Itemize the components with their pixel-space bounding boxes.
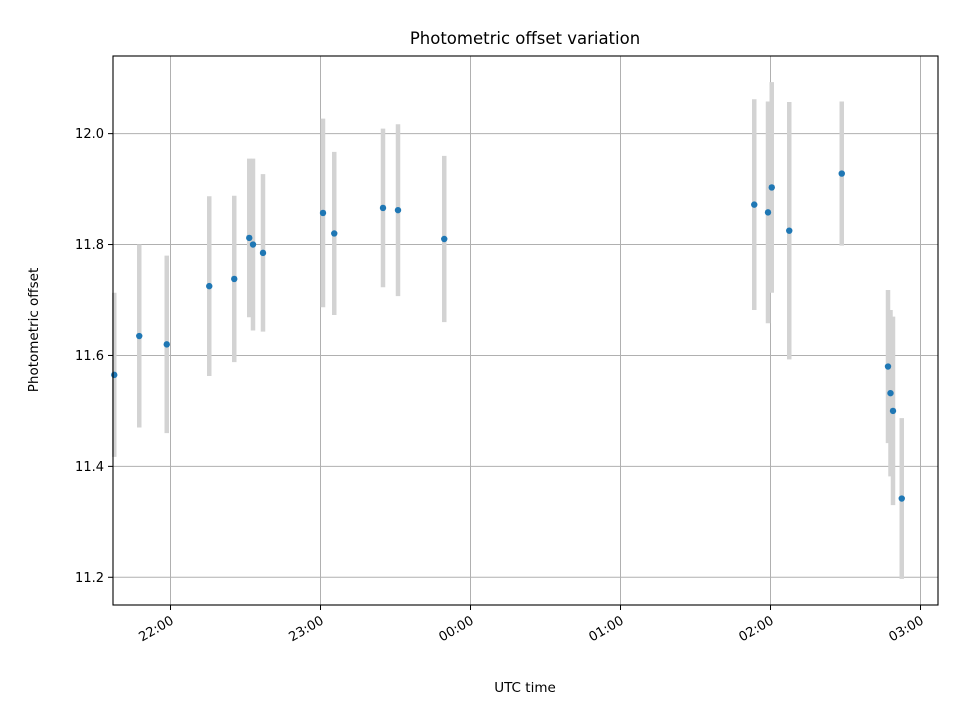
data-point [249,241,257,248]
data-point [441,235,448,243]
data-point [259,249,267,257]
data-point [379,204,387,212]
x-axis-label: UTC time [494,680,556,696]
plot-frame [112,55,939,606]
grid [113,56,938,605]
x-tick-label: 01:00 [587,613,627,645]
y-tick-label: 12.0 [75,127,104,142]
data-points [111,170,905,502]
y-axis-label: Photometric offset [26,268,42,392]
x-tick-label: 23:00 [287,613,327,645]
data-point [394,206,402,214]
y-tick-label: 11.6 [75,349,104,364]
y-tick-label: 11.8 [75,238,104,253]
data-point [889,407,897,415]
y-axis-ticks: 11.2 11.4 11.6 11.8 12.0 [75,127,113,586]
data-point [163,341,170,348]
data-point [231,275,238,283]
data-point [768,184,775,191]
data-point [898,495,905,502]
data-point [319,209,327,217]
x-axis-ticks: 22:00 23:00 00:00 01:00 02:00 03:00 [137,605,927,645]
data-point [887,389,894,397]
chart-title: Photometric offset variation [410,29,640,48]
error-bars [112,82,904,579]
data-point [751,201,758,208]
data-point [246,234,253,242]
data-point [764,209,772,216]
x-tick-label: 22:00 [137,613,177,645]
x-tick-label: 03:00 [887,613,927,645]
data-point [838,170,845,177]
data-point [786,227,793,234]
data-point [206,282,213,290]
x-tick-label: 02:00 [737,613,777,645]
y-tick-label: 11.4 [75,460,104,475]
x-tick-label: 00:00 [437,613,477,645]
data-point [111,371,118,379]
data-point [884,363,892,370]
y-tick-label: 11.2 [75,571,104,586]
data-point [331,230,338,237]
data-point [136,332,143,340]
